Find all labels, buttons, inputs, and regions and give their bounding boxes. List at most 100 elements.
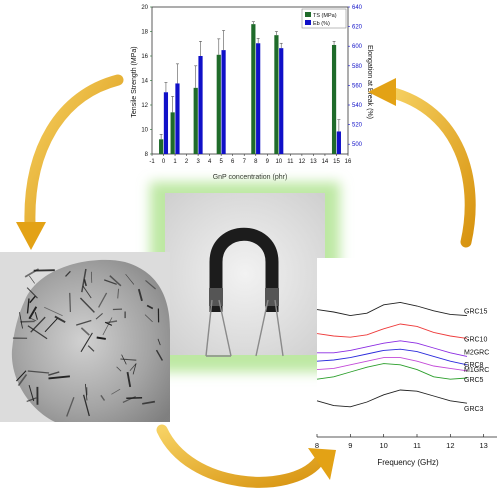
rl-label-m1grc: M1GRC: [464, 367, 489, 374]
graphene-flake: [121, 354, 127, 365]
graphene-flake: [146, 304, 154, 310]
legend-label-eb: Eb (%): [313, 21, 330, 27]
graphene-flake: [54, 315, 66, 324]
graphene-flake: [117, 288, 120, 299]
arrow-right-body: [384, 86, 476, 248]
graphene-flake: [144, 314, 153, 323]
graphene-flake: [16, 370, 27, 382]
reflection-loss-chart: 8 9 10 11 12 13 GRC15GRC10M2GRCGRC8M1GRCGRC5G…: [315, 258, 500, 467]
eb-bar: [256, 43, 261, 155]
bar-right-axis-label: Elongation at Break (%): [366, 45, 373, 119]
rl-x-tick-label: 11: [413, 441, 421, 450]
graphene-flake: [30, 316, 46, 333]
rl-x-tick-label: 12: [446, 441, 454, 450]
graphene-flake: [103, 279, 117, 285]
ts-bar: [251, 24, 256, 155]
graphene-flake: [142, 400, 156, 405]
bar-x-tick-label: 13: [310, 159, 317, 165]
graphene-flake: [82, 394, 90, 417]
graphene-flake: [44, 306, 63, 317]
rl-x-tick-label: 8: [315, 441, 319, 450]
graphene-flake: [132, 363, 137, 375]
bar-x-tick-label: 7: [243, 159, 247, 165]
bar-x-tick-label: 9: [266, 159, 270, 165]
bar-x-tick-label: 16: [345, 159, 352, 165]
bar-left-tick-labels: 8 10 12 14 16 18 20: [141, 5, 152, 158]
graphene-flake: [96, 336, 106, 340]
bar-x-tick-label: 11: [287, 159, 294, 165]
graphene-flake: [34, 312, 38, 320]
graphene-flake: [29, 275, 35, 284]
bar-right-tick-label: 620: [352, 25, 363, 31]
rl-curves: [316, 301, 468, 408]
bar-x-tick-labels: -1 0 1 2 3 4 5 6 7 8 9 10 11 12 13 14 15 16: [149, 154, 352, 165]
graphene-flake: [129, 363, 137, 371]
bar-right-tick-label: 500: [352, 142, 363, 148]
graphene-flake: [82, 285, 92, 299]
graphene-flake: [83, 279, 87, 287]
graphene-flake: [111, 388, 121, 395]
graphene-flake: [125, 274, 135, 285]
bar-x-tick-label: 8: [254, 159, 258, 165]
graphene-flake: [27, 325, 48, 340]
rl-label-grc5: GRC5: [464, 377, 484, 384]
legend-swatch-eb: [305, 20, 311, 25]
graphene-flake: [102, 317, 113, 336]
ts-bar: [193, 87, 198, 154]
graphene-flake: [157, 338, 161, 346]
graphene-flake: [155, 349, 164, 361]
graphene-flake: [100, 394, 106, 401]
photo-background: [165, 193, 325, 355]
rl-label-m2grc: M2GRC: [464, 349, 489, 356]
eb-bar: [175, 83, 180, 154]
bar-right-tick-label: 600: [352, 44, 363, 50]
graphene-flake: [48, 371, 60, 376]
ts-bar: [216, 54, 221, 154]
bar-left-tick-label: 16: [141, 54, 148, 60]
ts-bar: [274, 35, 279, 154]
arrow-right-head: [368, 78, 396, 106]
bar-x-tick-label: 14: [322, 159, 329, 165]
test-wires: [205, 299, 284, 357]
graphene-flake: [26, 397, 37, 403]
arrow-bottom-head: [308, 448, 336, 480]
graphene-flakes: [12, 268, 164, 417]
graphene-flake: [65, 270, 71, 277]
rl-curve-m2grc: [317, 340, 468, 357]
legend-swatch-ts: [305, 12, 311, 17]
graphene-flake: [109, 275, 122, 287]
graphene-flake: [80, 327, 90, 336]
rl-label-grc3: GRC3: [464, 406, 484, 413]
legend-label-ts: TS (MPa): [313, 13, 337, 19]
rl-x-axis-label: Frequency (GHz): [377, 458, 439, 467]
bar-right-tick-label: 640: [352, 5, 363, 11]
tensile-elongation-chart: -1 0 1 2 3 4 5 6 7 8 9 10 11 12 13 14 15 16 8101214161820…: [131, 5, 373, 181]
graphene-flake: [44, 318, 58, 333]
graphene-flake: [137, 288, 143, 302]
bar-x-tick-label: 10: [275, 159, 282, 165]
graphene-flake: [105, 320, 118, 324]
arrow-bottom-body: [156, 424, 324, 488]
bar-x-tick-label: 4: [208, 159, 212, 165]
graphene-flake: [20, 320, 35, 323]
bar-left-axis-label: Tensile Strength (MPa): [131, 46, 138, 117]
eb-bar: [221, 50, 226, 155]
process-cycle-arrows: [16, 74, 476, 488]
rl-curve-m1grc: [316, 357, 468, 372]
bar-right-tick-label: 560: [352, 83, 363, 89]
bar-left-tick-label: 12: [141, 103, 148, 109]
graphene-flake: [26, 298, 30, 314]
graphene-flake: [80, 332, 93, 353]
graphene-flake: [26, 287, 38, 299]
bar-left-tick-label: 10: [141, 128, 148, 134]
rl-label-grc10: GRC10: [464, 336, 487, 343]
eb-bar: [198, 56, 203, 154]
bar-x-axis-label: GnP concentration (phr): [213, 174, 288, 181]
rl-curve-grc10: [316, 323, 468, 339]
graphene-flake: [126, 371, 132, 388]
bar-right-tick-label: 520: [352, 123, 363, 129]
sample-photo-panel: [150, 182, 340, 372]
arrow-top-left-head: [16, 222, 46, 250]
